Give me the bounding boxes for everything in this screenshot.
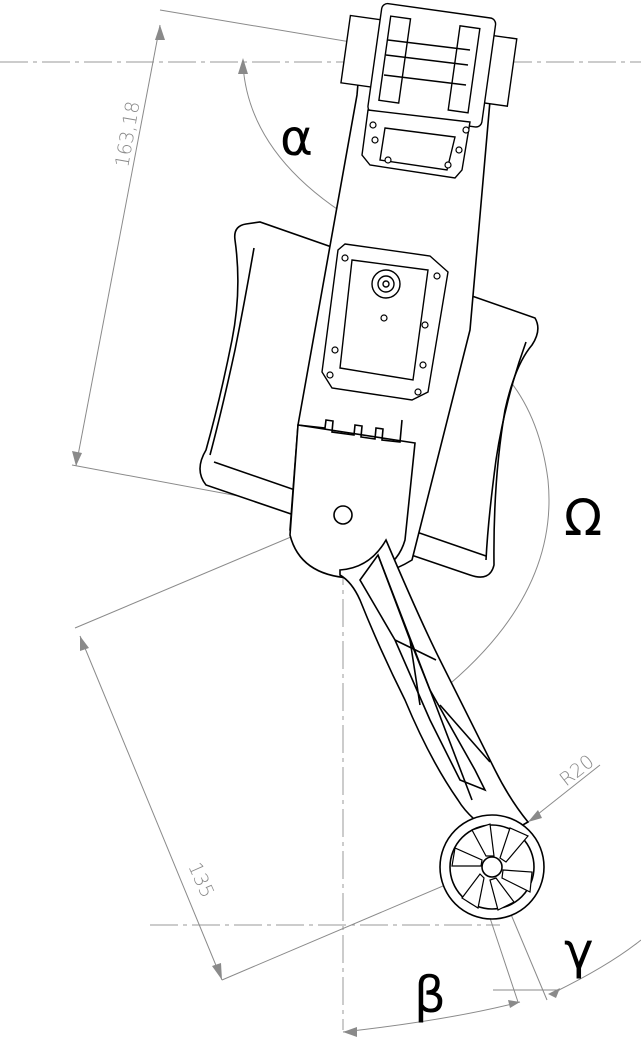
dimension-foot-radius: R20 xyxy=(556,751,599,791)
angle-gamma-label: γ xyxy=(564,922,594,980)
dimension-lower-length: 135 xyxy=(183,859,218,901)
foot-spokes xyxy=(451,823,533,911)
angle-alpha-label: α xyxy=(280,109,313,167)
middle-servo xyxy=(321,243,449,401)
angle-omega-label: Ω xyxy=(564,489,602,547)
bracket-bolts-top xyxy=(369,121,470,169)
gamma-arc xyxy=(554,939,641,993)
angle-beta-label: β xyxy=(414,966,446,1024)
foot xyxy=(439,814,545,920)
foot-hub xyxy=(481,856,503,878)
lower-leg xyxy=(339,538,530,839)
centerlines xyxy=(0,19,641,1030)
beta-arc xyxy=(342,1001,521,1033)
bracket-bolts-mid xyxy=(326,254,441,396)
hip-pivot xyxy=(333,505,353,525)
